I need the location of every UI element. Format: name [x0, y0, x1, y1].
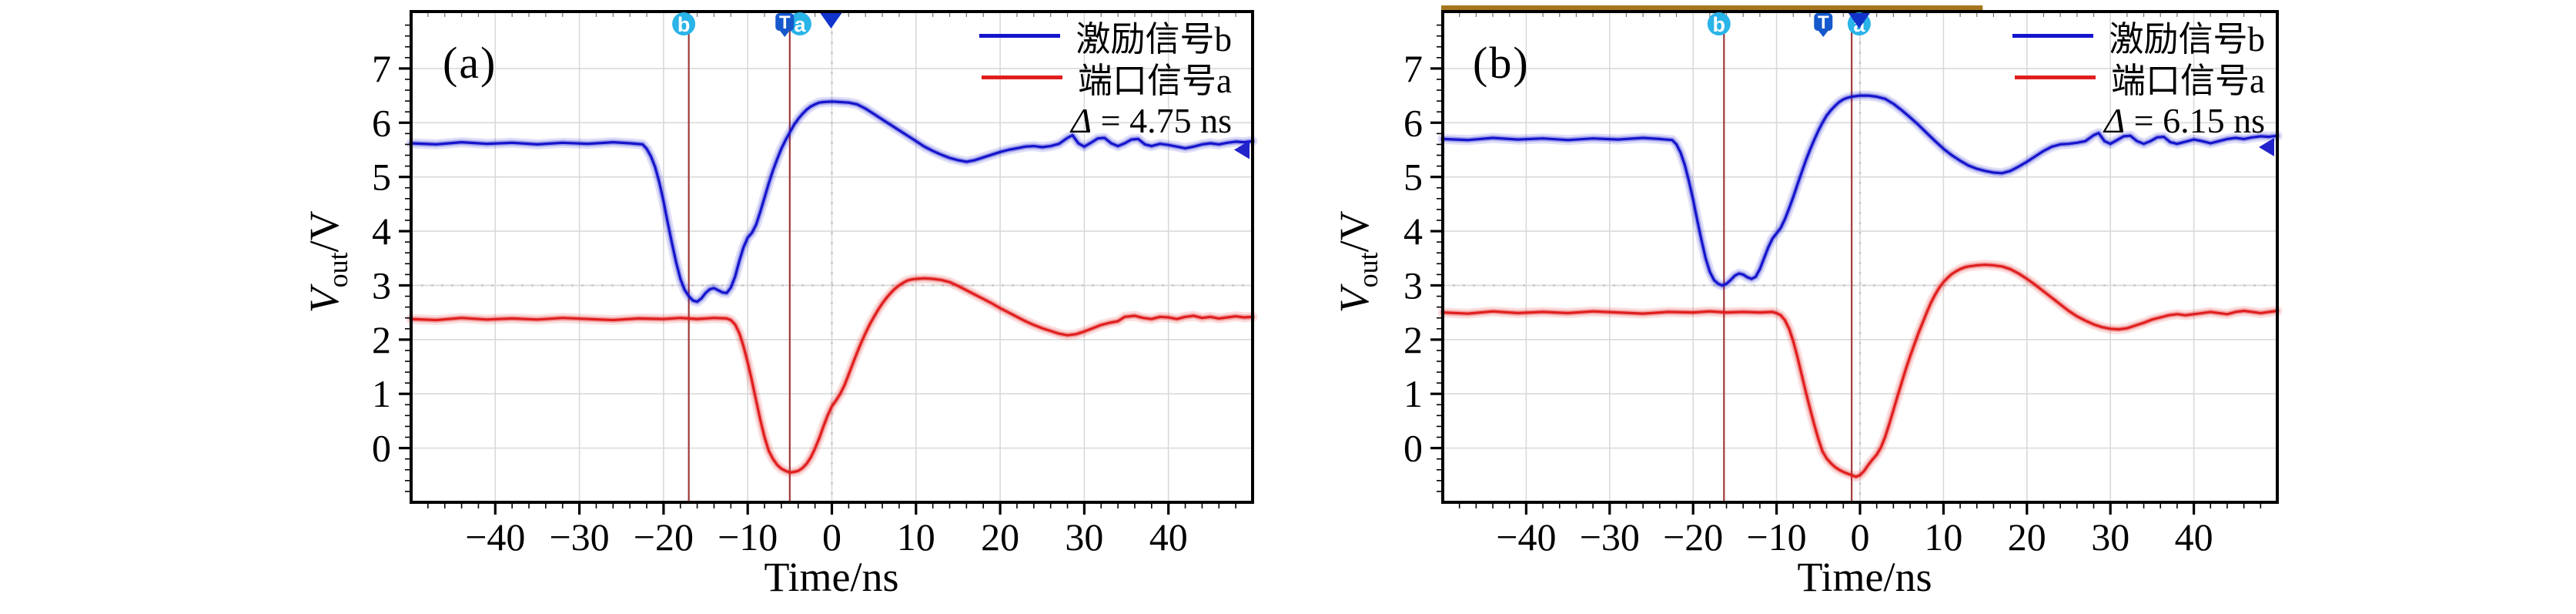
- svg-text:−20: −20: [634, 515, 694, 559]
- legend-label-excitation: 激励信号b: [1076, 19, 1232, 59]
- panel-b-y-tick-labels: 0 1 2 3 4 5 6 7: [1403, 47, 1423, 470]
- legend-label-port: 端口信号a: [2111, 61, 2265, 100]
- delta-annotation-a: Δ = 4.75 ns: [1071, 101, 1232, 140]
- svg-text:T: T: [779, 12, 791, 33]
- svg-text:4: 4: [372, 210, 391, 253]
- svg-text:40: 40: [2175, 515, 2213, 559]
- svg-text:a: a: [794, 13, 806, 36]
- panel-b-legend: 激励信号b 端口信号a Δ = 6.15 ns: [2012, 17, 2265, 140]
- svg-text:0: 0: [372, 427, 391, 470]
- panel-a: −40 −30 −20 −10 0 10 20 30 40 0 1 2 3 4 5 6 7 b aT: [372, 10, 1258, 559]
- svg-text:6: 6: [372, 101, 391, 144]
- svg-text:−40: −40: [1496, 515, 1556, 559]
- svg-text:1: 1: [372, 372, 391, 415]
- panel-a-y-tick-labels: 0 1 2 3 4 5 6 7: [372, 47, 391, 470]
- panel-b-x-axis-title: Time/ns: [1797, 554, 1932, 600]
- legend-item-red: 端口信号a: [982, 59, 1232, 100]
- panel-b-trigger-position-marker: [1848, 13, 1870, 29]
- panel-b-trigger-badge-T: T: [1814, 12, 1833, 37]
- panel-a-dotted-reference-lines: [411, 12, 1253, 502]
- svg-text:−40: −40: [465, 515, 525, 559]
- panel-a-cursor-lines: [687, 12, 791, 502]
- panel-b-plot-border: [1441, 10, 2279, 504]
- legend-label-excitation: 激励信号b: [2109, 19, 2265, 59]
- panel-b-dotted-reference-lines: [1443, 12, 2277, 502]
- panel-b-cursor-lines: [1723, 12, 1853, 502]
- svg-text:3: 3: [372, 263, 391, 307]
- svg-text:1: 1: [1403, 372, 1423, 415]
- svg-text:b: b: [677, 13, 691, 36]
- legend-item-blue: 激励信号b: [2012, 17, 2265, 59]
- svg-text:4: 4: [1403, 210, 1423, 253]
- panel-a-x-tick-labels: −40 −30 −20 −10 0 10 20 30 40: [465, 515, 1188, 559]
- svg-text:0: 0: [1851, 515, 1870, 559]
- panel-a-cursor-badge-b: b: [672, 12, 696, 36]
- svg-text:−30: −30: [1580, 515, 1640, 559]
- panel-b-cursor-badge-b: b: [1707, 12, 1731, 36]
- svg-text:2: 2: [372, 318, 391, 361]
- svg-text:5: 5: [372, 156, 391, 199]
- svg-text:−10: −10: [1746, 515, 1806, 559]
- red-line-sample: [982, 75, 1063, 79]
- svg-text:30: 30: [1065, 515, 1103, 559]
- panel-a-trigger-badge-T: T: [775, 12, 795, 37]
- svg-text:20: 20: [981, 515, 1019, 559]
- svg-text:0: 0: [822, 515, 841, 559]
- panel-a-legend: 激励信号b 端口信号a Δ = 4.75 ns: [979, 17, 1232, 140]
- panel-a-series-excitation-blue: [406, 96, 1258, 307]
- blue-line-sample: [2012, 33, 2094, 38]
- panel-b-series-excitation-blue: [1437, 90, 2283, 290]
- panel-a-channel-edge-arrow: [1234, 140, 1250, 159]
- blue-line-sample: [979, 33, 1061, 38]
- svg-text:20: 20: [2008, 515, 2046, 559]
- panel-b-top-highlight-bar: [1441, 5, 1983, 12]
- svg-text:10: 10: [897, 515, 935, 559]
- panel-a-series-port-red: [406, 273, 1258, 478]
- svg-text:−30: −30: [549, 515, 609, 559]
- ylabel-subscript: out: [1352, 252, 1383, 288]
- panel-b-x-tick-labels: −40 −30 −20 −10 0 10 20 30 40: [1496, 515, 2213, 559]
- svg-text:T: T: [1818, 12, 1829, 33]
- panel-b-series-port-red: [1437, 260, 2283, 482]
- svg-text:−10: −10: [718, 515, 778, 559]
- ylabel-symbol: V: [1331, 287, 1378, 314]
- svg-text:7: 7: [1403, 47, 1423, 90]
- panel-b-label: (b): [1473, 38, 1530, 88]
- legend-item-blue: 激励信号b: [979, 17, 1232, 59]
- panel-a-trigger-position-marker: [820, 13, 842, 29]
- panel-b-y-axis-title: Vout/V: [1330, 139, 1384, 385]
- svg-text:2: 2: [1403, 318, 1423, 361]
- legend-item-red: 端口信号a: [2015, 59, 2265, 100]
- svg-text:b: b: [1713, 13, 1726, 36]
- panel-a-y-axis-title: Vout/V: [300, 139, 354, 385]
- panel-a-plot-border: [410, 10, 1254, 504]
- svg-text:7: 7: [372, 47, 391, 90]
- svg-text:30: 30: [2091, 515, 2129, 559]
- svg-text:6: 6: [1403, 101, 1423, 144]
- svg-text:10: 10: [1924, 515, 1962, 559]
- panel-b-channel-edge-arrow: [2259, 137, 2274, 156]
- panel-a-cursor-badge-a: a: [788, 12, 811, 36]
- panel-b-gridlines: [1443, 12, 2277, 502]
- ylabel-symbol: V: [301, 287, 348, 314]
- ylabel-unit: /V: [301, 210, 348, 253]
- svg-text:5: 5: [1403, 156, 1423, 199]
- ylabel-subscript: out: [322, 252, 353, 288]
- legend-label-port: 端口信号a: [1078, 61, 1232, 100]
- delta-annotation-b: Δ = 6.15 ns: [2104, 101, 2265, 140]
- red-line-sample: [2015, 75, 2096, 79]
- svg-text:40: 40: [1149, 515, 1188, 559]
- ylabel-unit: /V: [1331, 210, 1378, 253]
- panel-a-label: (a): [443, 38, 497, 88]
- panel-a-x-axis-title: Time/ns: [764, 554, 899, 600]
- svg-text:0: 0: [1403, 427, 1423, 470]
- svg-text:3: 3: [1403, 263, 1423, 307]
- svg-text:−20: −20: [1663, 515, 1723, 559]
